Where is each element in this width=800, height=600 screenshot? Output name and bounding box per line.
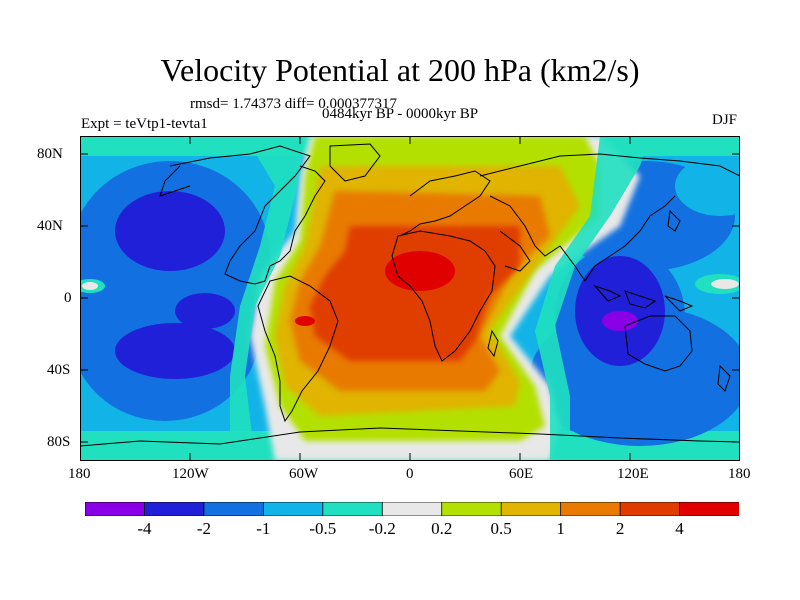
- y-tick-label: 80N: [37, 146, 63, 162]
- x-tick-label: 180: [68, 466, 91, 482]
- colorbar-label: 4: [675, 519, 684, 538]
- axis-ticks: [80, 136, 740, 461]
- colorbar-swatch: [500, 502, 562, 516]
- velocity-potential-map: [79, 136, 741, 461]
- colorbar-label: 1: [556, 519, 565, 538]
- x-tick-label: 120W: [172, 466, 209, 482]
- coastlines: [79, 143, 741, 447]
- map-panel: [79, 136, 741, 461]
- x-tick-label: 60W: [289, 466, 319, 482]
- colorbar-swatch: [85, 502, 146, 516]
- colorbar-swatch: [560, 502, 621, 516]
- colorbar-swatch: [679, 502, 739, 516]
- y-tick-label: 0: [64, 290, 72, 306]
- x-tick-label: 120E: [617, 466, 649, 482]
- experiment-label: Expt = teVtp1-tevta1: [81, 116, 208, 132]
- colorbar-label: -2: [196, 519, 211, 538]
- x-tick-label: 60E: [509, 466, 534, 482]
- colorbar-label: -4: [137, 519, 152, 538]
- colorbar-label: -1: [256, 519, 271, 538]
- y-tick-label: 80S: [47, 434, 71, 450]
- colorbar-swatch: [322, 502, 384, 516]
- y-tick-label: 40S: [47, 362, 71, 378]
- colorbar-swatch: [381, 502, 443, 516]
- colorbar-label: 2: [615, 519, 625, 538]
- x-tick-label: 0: [406, 466, 414, 482]
- stats-label: rmsd= 1.74373 diff= 0.000377317: [190, 96, 398, 112]
- chart-title: Velocity Potential at 200 hPa (km2/s): [160, 52, 640, 88]
- x-tick-label: 180: [728, 466, 751, 482]
- contour-fill: [80, 136, 740, 461]
- colorbar-label: 0.2: [431, 519, 453, 538]
- y-tick-label: 40N: [37, 218, 63, 234]
- colorbar-label: 0.5: [490, 519, 512, 538]
- colorbar-label: -0.5: [309, 519, 337, 538]
- colorbar-swatch: [262, 502, 324, 516]
- colorbar-swatch: [144, 502, 205, 516]
- colorbar-swatch: [203, 502, 265, 516]
- colorbar-swatch: [619, 502, 681, 516]
- colorbar-label: -0.2: [368, 519, 396, 538]
- colorbar: [85, 502, 739, 516]
- colorbar-swatch: [441, 502, 503, 516]
- period-label: 0484kyr BP - 0000kyr BP: [322, 106, 479, 122]
- season-label: DJF: [712, 112, 738, 128]
